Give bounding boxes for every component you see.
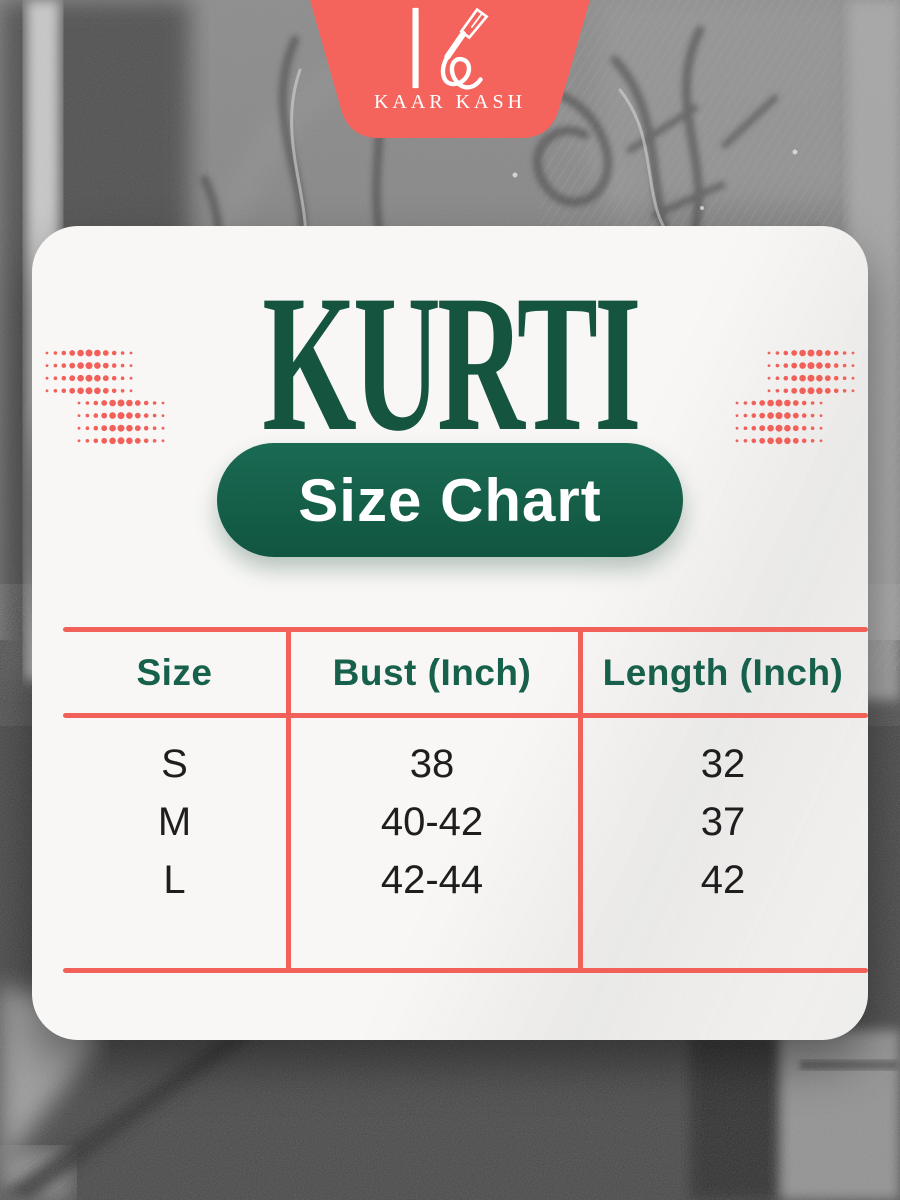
page-title: KURTI <box>262 255 641 472</box>
column-header-bust: Bust (Inch) <box>332 651 532 693</box>
brand-badge: KAAR KASH <box>310 0 590 138</box>
table-cell: S <box>161 741 188 786</box>
size-chart-badge-label: Size Chart <box>298 466 602 534</box>
table-cell: 38 <box>409 741 455 786</box>
table-cell: 42-44 <box>380 857 484 902</box>
table-row: M 40-42 37 <box>63 793 868 851</box>
size-table: Size Bust (Inch) Length (Inch) S 38 32 M 40-… <box>63 627 868 973</box>
table-column-divider <box>286 627 291 973</box>
size-chart-badge: Size Chart <box>217 443 683 557</box>
table-column-divider <box>578 627 583 973</box>
table-cell: L <box>163 857 186 902</box>
dot-pattern <box>42 348 136 396</box>
table-cell: M <box>157 799 192 844</box>
dot-pattern <box>764 348 858 396</box>
size-table-body: S 38 32 M 40-42 37 L 42-44 42 <box>63 735 868 909</box>
table-cell: 40-42 <box>380 799 484 844</box>
table-border-bottom <box>63 968 868 973</box>
k-pen-monogram-icon <box>412 7 489 90</box>
table-row: L 42-44 42 <box>63 851 868 909</box>
brand-name: KAAR KASH <box>373 91 527 113</box>
dot-pattern <box>74 398 168 446</box>
size-chart-card: KURTI Size Chart Size Bust (Inch) Length… <box>32 226 868 1040</box>
dot-pattern <box>732 398 826 446</box>
column-header-length: Length (Inch) <box>602 651 844 693</box>
table-cell: 37 <box>700 799 746 844</box>
table-border-header <box>63 713 868 718</box>
column-header-size: Size <box>136 651 213 693</box>
table-header-row: Size Bust (Inch) Length (Inch) <box>63 632 868 713</box>
table-border-top <box>63 627 868 632</box>
table-cell: 42 <box>700 857 746 902</box>
badge-content: KAAR KASH <box>310 0 590 138</box>
table-row: S 38 32 <box>63 735 868 793</box>
table-cell: 32 <box>700 741 746 786</box>
